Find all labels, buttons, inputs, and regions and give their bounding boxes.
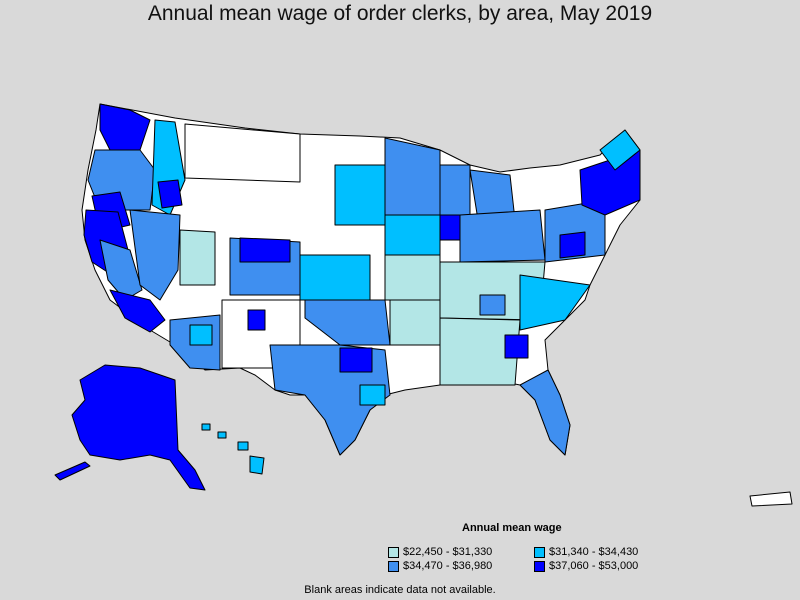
legend-item-3: $34,470 - $36,980 [388,560,492,572]
legend-label-4: $37,060 - $53,000 [549,560,639,572]
region-kansas [299,254,371,301]
hawaii-big-island [249,455,265,475]
region-ohio-valley [459,209,546,263]
legend-swatch-2 [534,546,545,558]
no-data-note: Blank areas indicate data not available. [304,584,496,596]
region-florida [519,369,571,456]
region-central-cal [99,239,143,301]
region-missouri [384,254,441,301]
region-carolinas [519,274,591,331]
region-oklahoma [304,299,391,346]
region-iowa [384,214,441,256]
region-boise [157,179,183,209]
region-albuquerque [247,309,266,331]
legend-swatch-3 [388,560,399,572]
region-washington [99,103,151,151]
puerto-rico [749,491,793,507]
region-minnesota [384,137,441,216]
alaska [71,364,206,491]
legend-item-2: $31,340 - $34,430 [534,546,638,558]
region-illinois [439,214,461,241]
region-dc-metro [559,231,586,259]
region-socal [109,289,166,333]
legend-title: Annual mean wage [462,522,562,534]
legend-item-1: $22,450 - $31,330 [388,546,492,558]
region-dallas [339,347,373,373]
region-utah-west [179,229,216,286]
hawaii-maui [237,441,249,451]
legend-label-2: $31,340 - $34,430 [549,546,639,558]
region-nashville [479,294,506,316]
map-title: Annual mean wage of order clerks, by are… [147,2,653,25]
legend-label-1: $22,450 - $31,330 [403,546,493,558]
hawaii-oahu [217,431,227,439]
legend-item-4: $37,060 - $53,000 [534,560,638,572]
hawaii-kauai [201,423,211,431]
region-montana [184,123,301,183]
region-arkansas [389,299,441,346]
legend-swatch-1 [388,546,399,558]
region-deep-south [439,317,521,386]
legend-swatch-4 [534,560,545,572]
region-nevada [129,209,181,301]
region-houston [359,384,386,406]
legend-label-3: $34,470 - $36,980 [403,560,493,572]
region-phoenix [189,324,213,346]
region-new-england-north [599,129,641,171]
region-wisconsin [439,164,471,216]
alaska-aleutians [54,461,91,481]
region-atlanta [504,334,529,359]
region-dakotas-east [334,164,386,226]
region-denver [239,237,291,263]
